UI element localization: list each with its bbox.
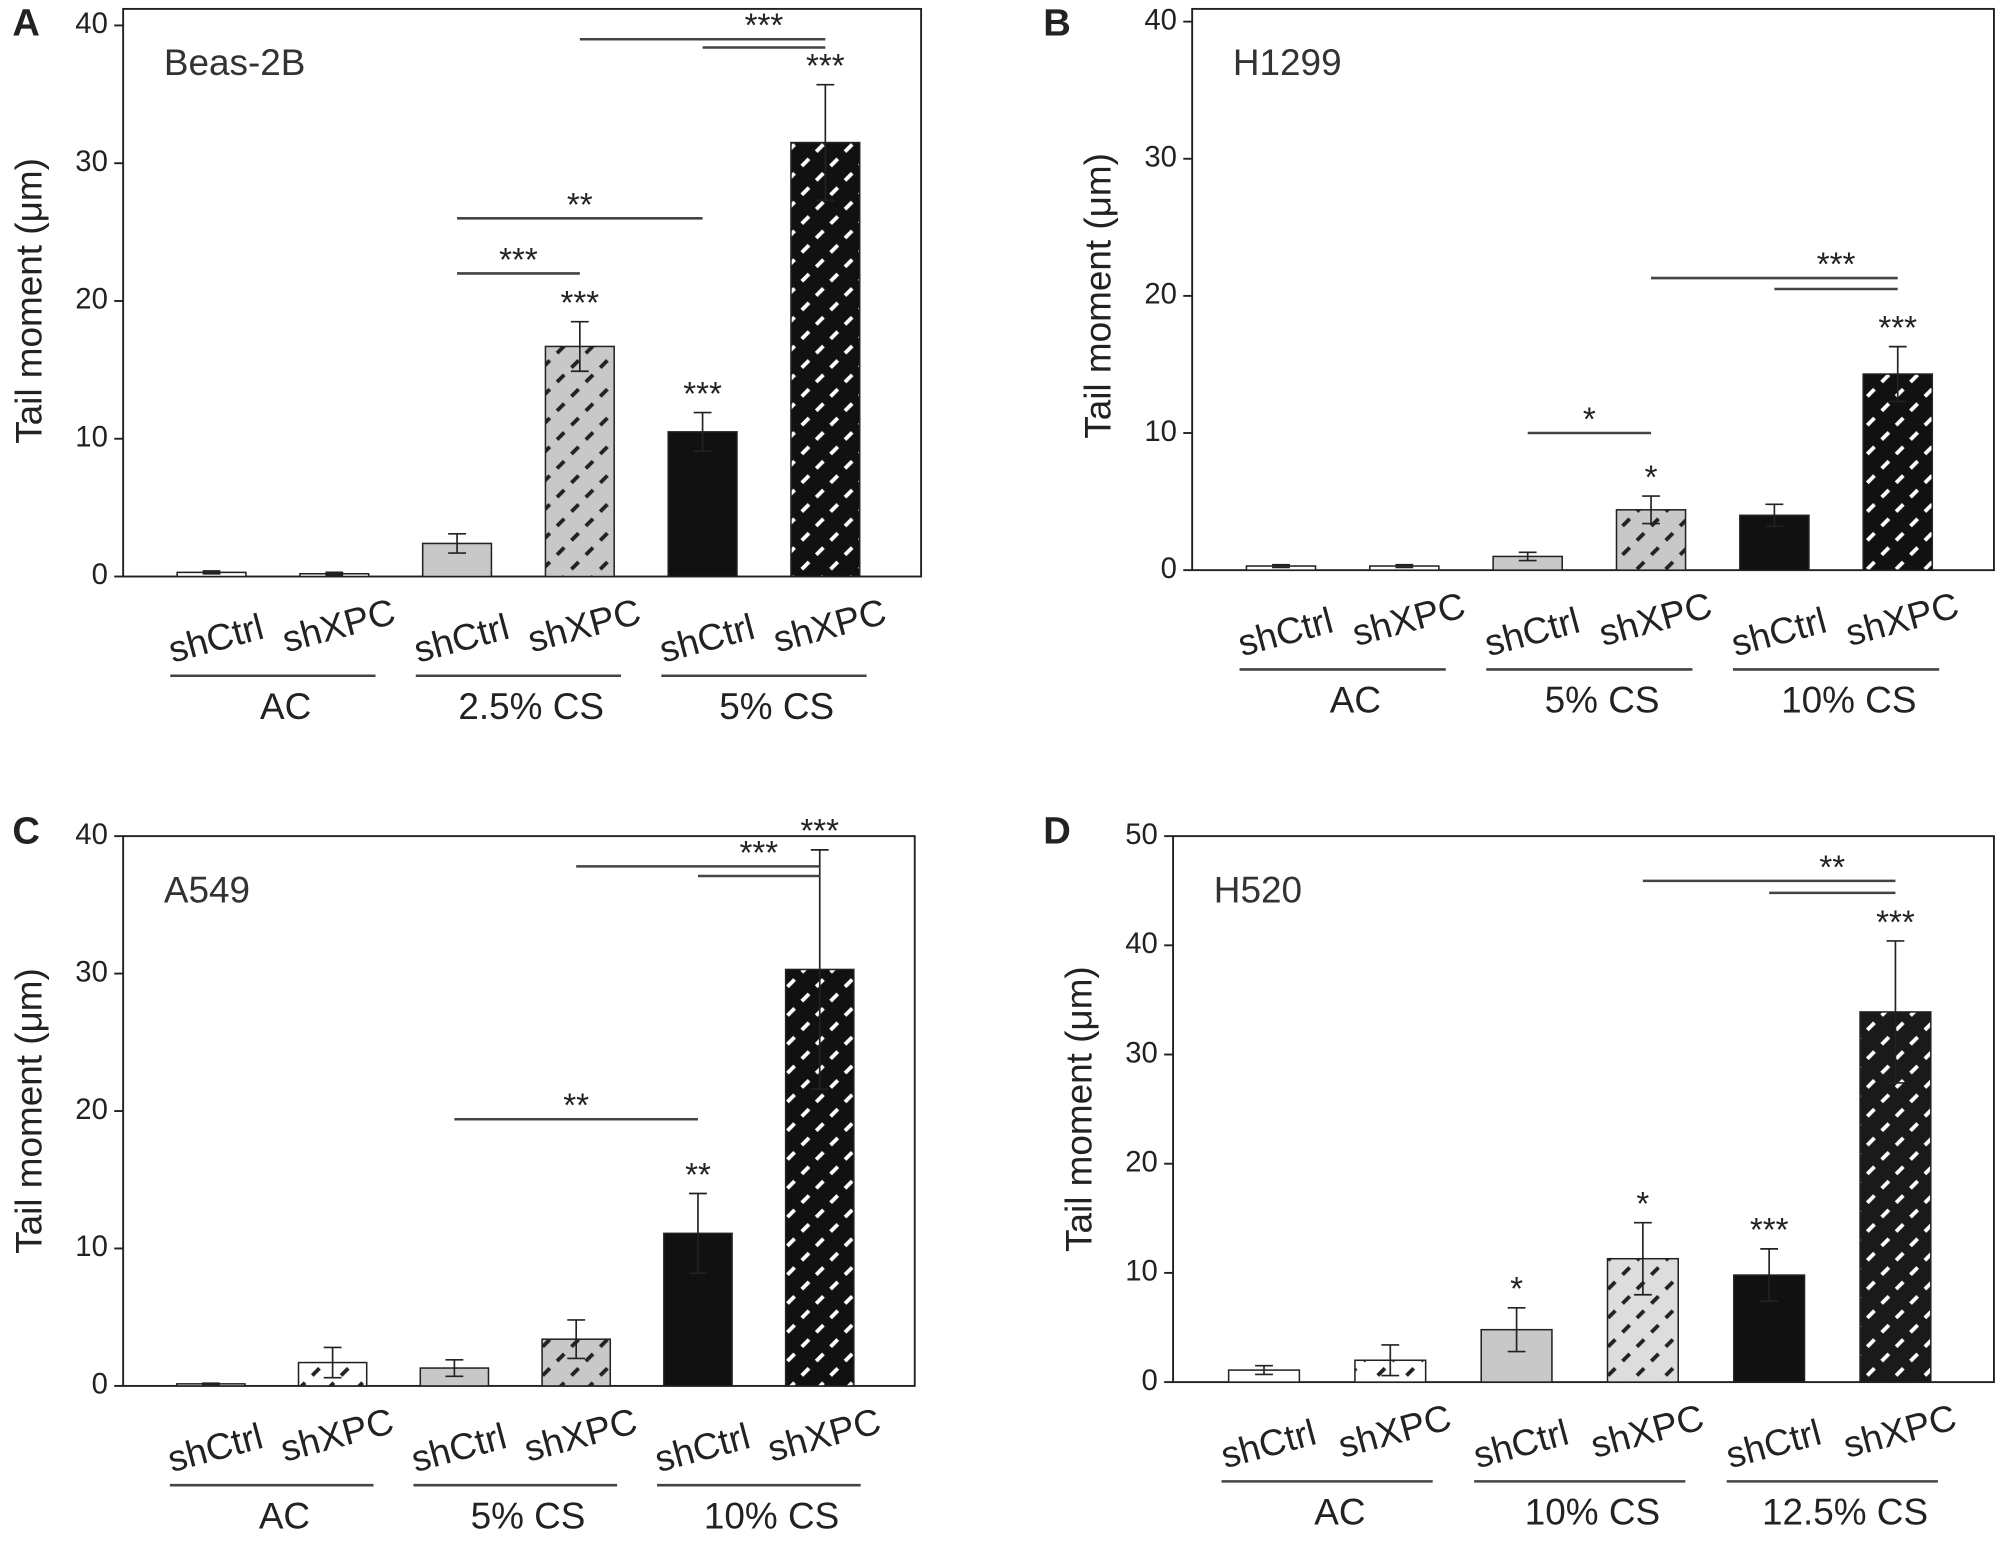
x-tick-label: shXPC [278, 591, 400, 660]
x-tick-label: shXPC [523, 591, 645, 660]
x-tick-label: shCtrl [1480, 600, 1584, 665]
y-tick-label: 30 [1125, 1037, 1158, 1069]
significance-star: * [1636, 1186, 1649, 1223]
panel-letter: D [1043, 810, 1071, 853]
x-tick-label: shCtrl [164, 606, 268, 671]
y-tick-label: 40 [75, 8, 108, 40]
comparison-label: * [1583, 401, 1596, 438]
significance-star: *** [561, 285, 600, 322]
bar [544, 345, 615, 578]
y-tick-label: 0 [1142, 1365, 1158, 1397]
x-tick-label: shCtrl [1722, 1412, 1826, 1477]
y-tick-label: 30 [75, 956, 108, 988]
significance-star: * [1645, 459, 1658, 496]
group-label: 10% CS [704, 1495, 839, 1536]
y-tick-label: 20 [75, 1094, 108, 1126]
panel-letter: B [1043, 2, 1071, 45]
y-tick-label: 50 [1125, 819, 1158, 851]
y-tick-label: 0 [92, 559, 108, 591]
comparison-label: ** [1819, 849, 1845, 886]
cell-line-label: H1299 [1233, 42, 1342, 83]
x-tick-label: shXPC [1839, 1396, 1961, 1465]
significance-star: *** [683, 376, 722, 413]
panel-letter: C [12, 810, 40, 853]
x-tick-label: shCtrl [407, 1415, 511, 1480]
group-label: AC [1330, 680, 1381, 721]
significance-star: *** [1878, 310, 1917, 347]
group-label: 2.5% CS [458, 686, 604, 727]
y-axis-label: Tail moment (μm) [1059, 966, 1100, 1252]
cell-line-label: H520 [1214, 869, 1302, 910]
comparison-label: *** [499, 242, 538, 279]
group-label: 10% CS [1781, 680, 1916, 721]
group-label: 12.5% CS [1762, 1492, 1928, 1533]
plot-frame [122, 7, 923, 578]
x-tick-label: shXPC [276, 1400, 398, 1469]
x-tick-label: shXPC [1841, 585, 1963, 654]
comparison-label: ** [567, 187, 593, 224]
group-label: AC [259, 1495, 310, 1536]
x-tick-label: shCtrl [163, 1415, 267, 1480]
significance-star: * [1510, 1271, 1523, 1308]
y-tick-label: 40 [1125, 928, 1158, 960]
group-label: 5% CS [471, 1495, 586, 1536]
bar [667, 431, 738, 578]
cell-line-label: Beas-2B [164, 42, 305, 83]
x-tick-label: shCtrl [1727, 600, 1831, 665]
y-axis-label: Tail moment (μm) [9, 968, 50, 1254]
x-tick-label: shXPC [520, 1400, 642, 1469]
significance-star: ** [685, 1157, 711, 1194]
significance-star: *** [806, 48, 845, 85]
y-tick-label: 10 [1125, 1256, 1158, 1288]
x-tick-label: shCtrl [1217, 1412, 1321, 1477]
comparison-label: *** [745, 8, 784, 45]
y-tick-label: 20 [1125, 1146, 1158, 1178]
y-tick-label: 0 [92, 1369, 108, 1401]
x-tick-label: shCtrl [651, 1415, 755, 1480]
significance-star: *** [1750, 1212, 1789, 1249]
plot-frame [1191, 7, 1995, 572]
x-tick-label: shXPC [1587, 1396, 1709, 1465]
y-axis-label: Tail moment (μm) [1078, 153, 1119, 439]
x-tick-label: shXPC [1348, 585, 1470, 654]
significance-star: *** [800, 813, 839, 850]
bar [1862, 373, 1934, 571]
y-tick-label: 0 [1161, 553, 1177, 585]
y-axis-label: Tail moment (μm) [9, 158, 50, 444]
x-tick-label: shXPC [763, 1400, 885, 1469]
comparison-label: *** [740, 835, 779, 872]
x-tick-label: shCtrl [1234, 600, 1338, 665]
group-label: 5% CS [719, 686, 834, 727]
significance-star: *** [1876, 904, 1915, 941]
y-tick-label: 40 [1144, 4, 1177, 36]
x-tick-label: shCtrl [655, 606, 759, 671]
y-tick-label: 40 [75, 819, 108, 851]
x-tick-label: shXPC [769, 591, 891, 660]
y-tick-label: 10 [75, 1231, 108, 1263]
y-tick-label: 30 [75, 146, 108, 178]
plot-frame [1172, 835, 1995, 1384]
group-label: 10% CS [1525, 1492, 1660, 1533]
group-label: 5% CS [1545, 680, 1660, 721]
x-tick-label: shCtrl [410, 606, 514, 671]
y-tick-label: 10 [1144, 416, 1177, 448]
y-tick-label: 20 [75, 284, 108, 316]
y-tick-label: 20 [1144, 279, 1177, 311]
x-tick-label: shCtrl [1469, 1412, 1573, 1477]
x-tick-label: shXPC [1595, 585, 1717, 654]
panel-letter: A [12, 2, 40, 45]
comparison-label: *** [1817, 247, 1856, 284]
cell-line-label: A549 [164, 869, 250, 910]
group-label: AC [260, 686, 311, 727]
x-tick-label: shXPC [1334, 1396, 1456, 1465]
group-label: AC [1314, 1492, 1365, 1533]
comparison-label: ** [563, 1088, 589, 1125]
y-tick-label: 30 [1144, 141, 1177, 173]
y-tick-label: 10 [75, 421, 108, 453]
bar [790, 141, 861, 578]
